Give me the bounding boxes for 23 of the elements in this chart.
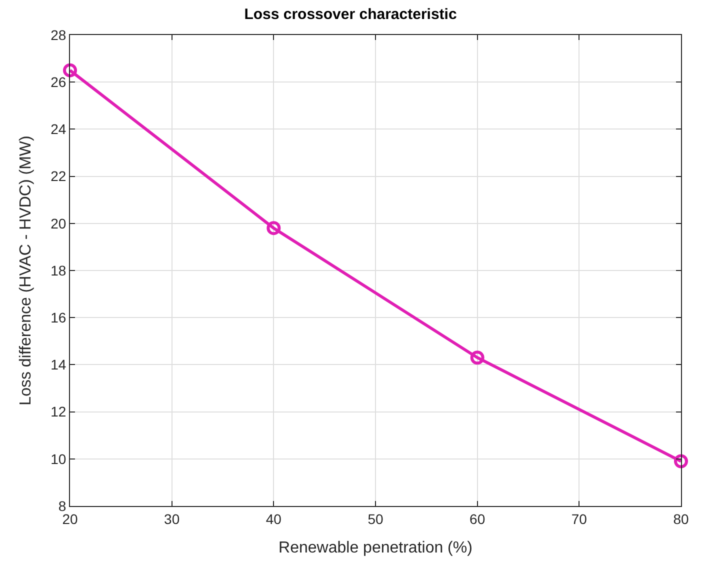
point xyxy=(266,221,281,236)
y-tick-label: 14 xyxy=(50,356,66,373)
y-tick-label: 22 xyxy=(50,168,66,184)
y-tick-label: 10 xyxy=(50,450,66,467)
chart-title: Loss crossover characteristic xyxy=(244,6,457,23)
y-tick-label: 28 xyxy=(50,26,66,43)
y-tick-label: 16 xyxy=(50,310,66,326)
x-tick-label: 40 xyxy=(266,510,282,527)
y-axis-title: Loss difference (HVAC - HVDC) (MW) xyxy=(18,136,35,406)
x-tick-label: 30 xyxy=(164,510,180,527)
x-tick-label: 70 xyxy=(571,510,588,527)
x-axis-title: Renewable penetration (%) xyxy=(278,540,472,556)
x-tick-label: 50 xyxy=(368,510,384,527)
point xyxy=(470,350,484,365)
y-tick-label: 18 xyxy=(50,262,66,278)
x-tick-label: 60 xyxy=(470,510,486,527)
point xyxy=(63,63,77,78)
y-tick-label: 24 xyxy=(50,121,66,138)
point xyxy=(674,454,688,468)
x-tick-label: 80 xyxy=(673,510,689,527)
y-tick-label: 26 xyxy=(50,74,66,90)
y-tick-label: 12 xyxy=(50,404,66,420)
y-tick-label: 20 xyxy=(50,215,66,232)
